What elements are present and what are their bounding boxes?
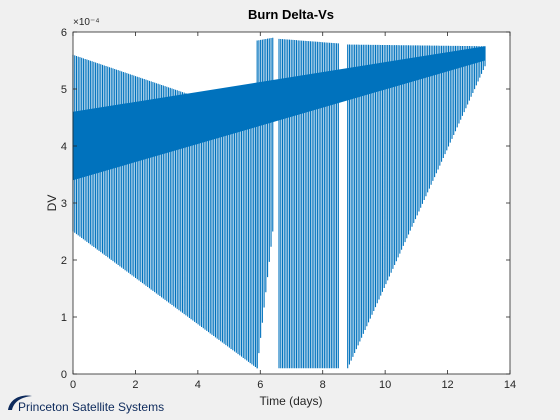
y-tick-label: 6 <box>61 27 67 39</box>
x-axis: 0 2 4 6 8 10 12 14 <box>70 32 516 391</box>
brand-logo: Princeton Satellite Systems <box>4 388 164 418</box>
y-tick-label: 3 <box>61 198 67 210</box>
series-segment-2 <box>256 37 274 369</box>
series-dense-band <box>73 46 486 181</box>
y-axis-label: DV <box>45 195 59 212</box>
series-line-segment-3 <box>278 38 339 369</box>
x-tick-label: 8 <box>320 379 326 391</box>
y-tick-label: 5 <box>61 84 67 96</box>
chart-title: Burn Delta-Vs <box>248 7 334 22</box>
x-tick-label: 4 <box>195 379 201 391</box>
data-layer <box>72 37 486 369</box>
brand-text: Princeton Satellite Systems <box>18 400 165 414</box>
x-tick-label: 2 <box>132 379 138 391</box>
x-tick-label: 14 <box>504 379 516 391</box>
y-axis: 0 1 2 3 4 5 6 <box>61 27 510 381</box>
x-tick-label: 10 <box>379 379 391 391</box>
y-tick-label: 0 <box>61 369 67 381</box>
series-segment-3 <box>278 38 339 369</box>
x-tick-label: 6 <box>257 379 263 391</box>
y-tick-label: 1 <box>61 312 67 324</box>
y-exponent-label: ×10⁻⁴ <box>73 17 100 28</box>
series-line-segment-2 <box>256 37 274 369</box>
swoosh-icon <box>8 395 32 410</box>
x-tick-label: 12 <box>441 379 453 391</box>
y-tick-label: 2 <box>61 255 67 267</box>
series-line-segment-4 <box>347 44 486 369</box>
series-segment-4 <box>347 44 486 369</box>
x-axis-label: Time (days) <box>260 394 323 408</box>
y-tick-label: 4 <box>61 141 67 153</box>
x-tick-label: 0 <box>70 379 76 391</box>
